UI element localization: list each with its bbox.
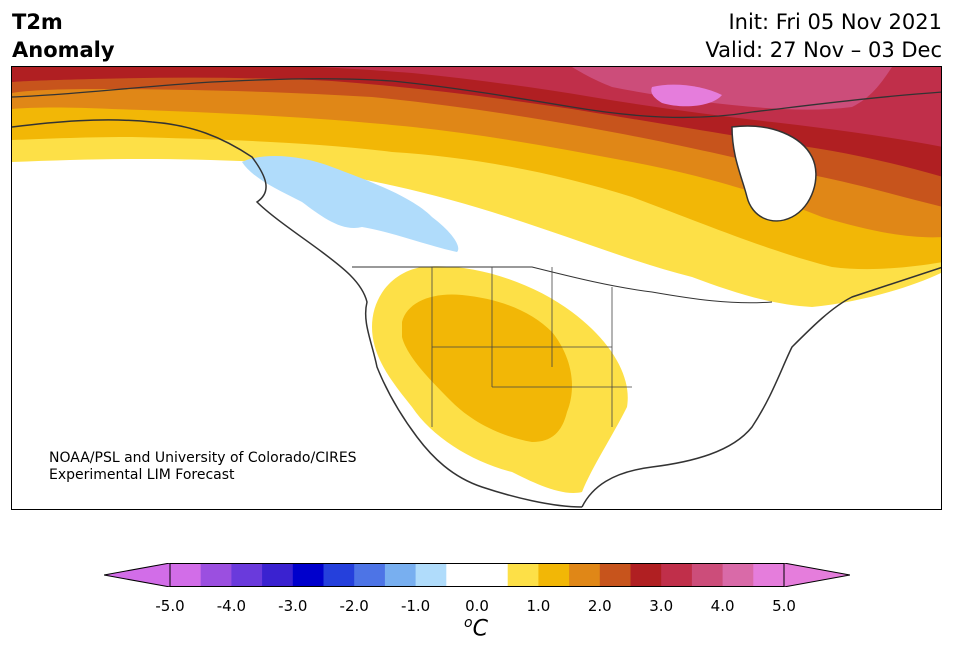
colorbar-segment	[661, 563, 693, 587]
colorbar-segment	[630, 563, 662, 587]
colorbar-segment	[354, 563, 386, 587]
colorbar-tick-label: 2.0	[587, 597, 612, 615]
anomaly-band-4.0	[572, 67, 892, 110]
valid-date: Valid: 27 Nov – 03 Dec	[705, 38, 942, 62]
colorbar-tick-label: 5.0	[772, 597, 796, 615]
cool-anomaly--1.0	[242, 155, 459, 252]
colorbar-segment	[691, 563, 724, 587]
colorbar	[104, 563, 850, 587]
anomaly-map	[12, 67, 941, 508]
colorbar-segment	[170, 563, 202, 587]
sw-anomaly-1.5	[402, 294, 572, 442]
colorbar-segment	[200, 563, 232, 587]
credit-line-1: NOAA/PSL and University of Colorado/CIRE…	[49, 450, 357, 466]
degree-sup: o	[464, 615, 473, 631]
colorbar-segment	[722, 563, 754, 587]
title-line-1: T2m	[12, 10, 63, 34]
colorbar-segment	[507, 563, 539, 587]
init-date: Init: Fri 05 Nov 2021	[728, 10, 942, 34]
colorbar-segment	[753, 563, 785, 587]
colorbar-segment	[262, 563, 294, 587]
credit-line-2: Experimental LIM Forecast	[49, 467, 235, 483]
colorbar-segment	[599, 563, 631, 587]
gulf-coast	[581, 266, 941, 508]
colorbar-tick-label: -4.0	[216, 597, 247, 615]
colorbar-tick-label: -1.0	[400, 597, 431, 615]
state-lines	[431, 267, 632, 427]
colorbar-tick-label: 4.0	[710, 597, 735, 615]
map-panel	[11, 66, 942, 510]
colorbar-segment	[415, 563, 447, 587]
colorbar-segment	[569, 563, 601, 587]
colorbar-segment	[384, 563, 417, 587]
colorbar-segment	[231, 563, 263, 587]
colorbar-tick-label: -5.0	[155, 597, 185, 615]
colorbar-units: oC	[464, 615, 488, 641]
colorbar-under-arrow	[104, 563, 171, 587]
colorbar-outline	[169, 563, 785, 587]
hudson-bay	[731, 125, 817, 222]
arctic-coast	[12, 78, 941, 119]
map-title: T2m Anomaly	[12, 8, 115, 64]
colorbar-segment	[538, 563, 570, 587]
title-line-2: Anomaly	[12, 38, 115, 62]
coastline	[12, 119, 583, 508]
us-canada-border	[352, 266, 773, 304]
colorbar-tick-label: 3.0	[649, 597, 674, 615]
colorbar-segment	[446, 563, 509, 587]
colorbar-over-arrow	[783, 563, 850, 587]
colorbar-tick-label: -2.0	[339, 597, 369, 615]
forecast-dates: Init: Fri 05 Nov 2021 Valid: 27 Nov – 03…	[705, 8, 942, 64]
colorbar-tick-label: -3.0	[278, 597, 308, 615]
credit-text: NOAA/PSL and University of Colorado/CIRE…	[49, 450, 357, 484]
colorbar-tick-label: 0.0	[465, 597, 489, 615]
colorbar-segment	[292, 563, 324, 587]
anomaly-band-4.5	[651, 84, 722, 107]
colorbar-tick-label: 1.0	[526, 597, 551, 615]
units-base: C	[472, 616, 488, 642]
colorbar-segment	[323, 563, 355, 587]
